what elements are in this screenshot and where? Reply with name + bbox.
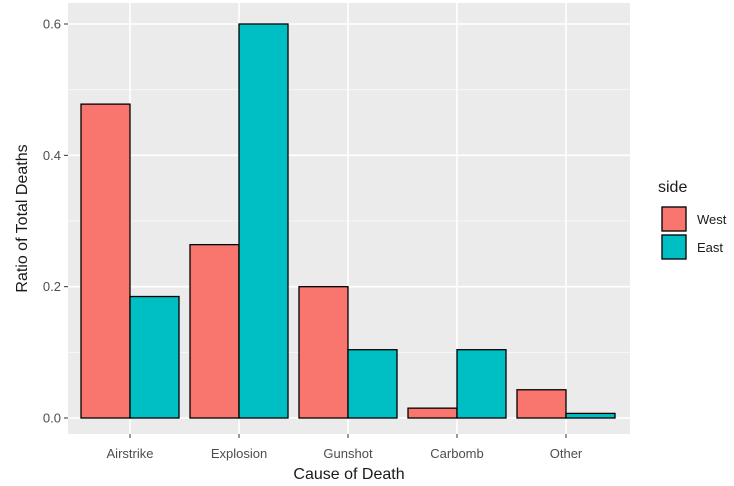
x-tick-label: Carbomb xyxy=(430,446,483,461)
x-axis-ticks: Airstrike Explosion Gunshot Carbomb Other xyxy=(107,434,583,461)
x-tick-label: Explosion xyxy=(211,446,267,461)
bar-east-airstrike xyxy=(129,295,180,419)
bar-west-explosion xyxy=(189,243,240,419)
legend-swatch-east xyxy=(661,234,687,260)
x-axis-title: Cause of Death xyxy=(293,466,404,483)
bar-west-airstrike xyxy=(80,103,131,419)
x-tick-label: Airstrike xyxy=(107,446,154,461)
bar-east-other xyxy=(565,412,616,419)
x-tick-label: Gunshot xyxy=(323,446,373,461)
bar-east-explosion xyxy=(238,23,289,419)
legend: side West East xyxy=(658,179,727,260)
legend-title: side xyxy=(658,179,687,196)
y-tick-label: 0.0 xyxy=(43,411,61,426)
x-tick-label: Other xyxy=(550,446,583,461)
bar-east-gunshot xyxy=(347,349,398,419)
y-tick-label: 0.4 xyxy=(43,148,61,163)
bar-east-carbomb xyxy=(456,349,507,419)
y-tick-label: 0.6 xyxy=(43,17,61,32)
bar-west-carbomb xyxy=(407,407,458,419)
bars xyxy=(80,23,616,419)
bar-west-gunshot xyxy=(298,286,349,419)
y-axis-title: Ratio of Total Deaths xyxy=(14,144,31,292)
y-axis-ticks: 0.0 0.2 0.4 0.6 xyxy=(43,17,68,426)
legend-swatch-west xyxy=(661,206,687,232)
legend-label-west: West xyxy=(697,212,727,227)
y-tick-label: 0.2 xyxy=(43,279,61,294)
legend-label-east: East xyxy=(697,240,723,255)
bar-west-other xyxy=(516,389,567,419)
